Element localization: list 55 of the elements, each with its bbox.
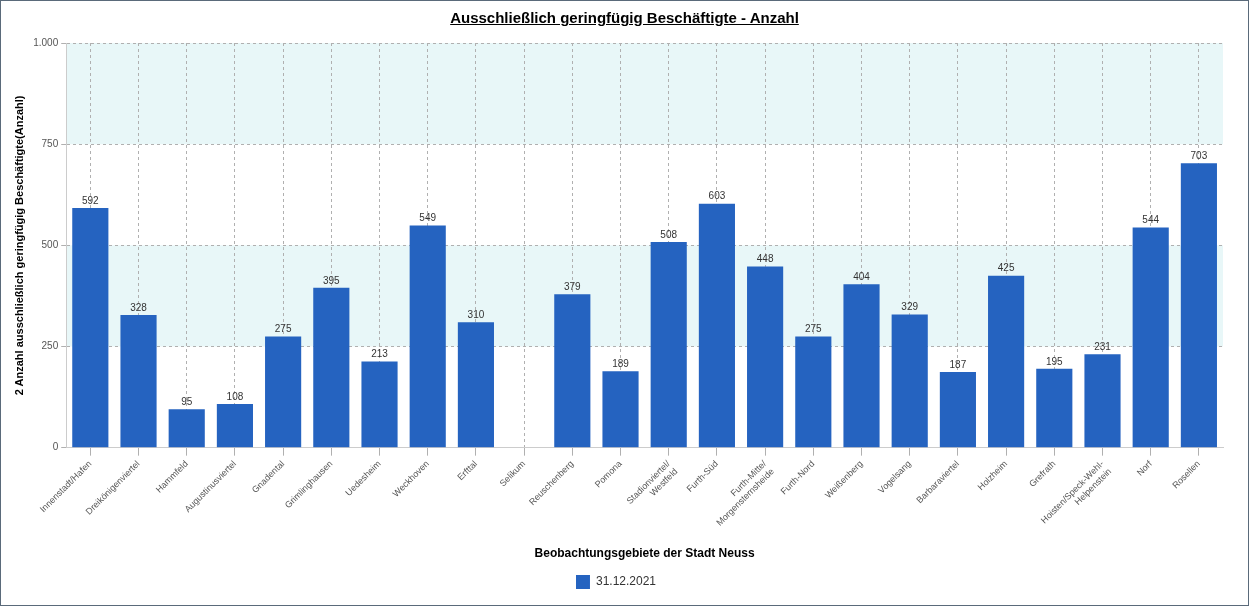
y-tick-label: 250 (41, 340, 59, 352)
bar (313, 287, 350, 448)
data-label: 275 (804, 323, 823, 335)
data-label: 592 (81, 194, 100, 206)
data-label: 508 (660, 228, 678, 240)
data-label: 310 (467, 308, 485, 320)
data-label: 329 (901, 301, 919, 313)
y-axis-title: 2 Anzahl ausschließlich geringfügig Beschäftigte(Anzahl) (12, 95, 25, 396)
bar (361, 361, 398, 448)
data-label: 404 (853, 270, 871, 282)
data-label: 95 (181, 395, 193, 407)
bar (409, 225, 446, 448)
bar (1132, 227, 1169, 448)
bar (939, 372, 976, 448)
data-label: 448 (756, 253, 774, 265)
bar (1084, 354, 1121, 448)
data-label: 395 (322, 274, 341, 286)
bar (698, 203, 735, 448)
bar (72, 208, 109, 448)
y-tick-label: 0 (52, 441, 59, 453)
bar (554, 294, 591, 448)
x-axis-title: Beobachtungsgebiete der Stadt Neuss (534, 546, 755, 561)
data-label: 379 (563, 281, 582, 293)
bar (843, 284, 880, 448)
data-label: 544 (1142, 214, 1160, 226)
bar (602, 371, 639, 448)
chart-title: Ausschließlich geringfügig Beschäftigte - Anzahl (449, 9, 800, 26)
bar (988, 275, 1025, 448)
bar (891, 314, 928, 448)
bar (650, 242, 687, 448)
legend-label: 31.12.2021 (595, 574, 657, 589)
bar (1180, 163, 1217, 448)
y-tick-label: 500 (41, 239, 59, 251)
bar (457, 322, 494, 448)
bar (216, 403, 253, 448)
bar (795, 336, 832, 448)
data-label: 187 (949, 358, 967, 370)
y-tick-label: 750 (41, 137, 59, 149)
bar (747, 266, 784, 448)
bar (1036, 368, 1073, 448)
bar (265, 336, 302, 448)
data-label: 189 (612, 357, 630, 369)
bar (168, 409, 205, 448)
bar (120, 314, 157, 448)
data-label: 703 (1190, 149, 1208, 161)
y-tick-label: 1.000 (33, 36, 59, 48)
data-label: 603 (708, 190, 726, 202)
data-label: 231 (1094, 340, 1112, 352)
data-label: 328 (130, 301, 148, 313)
data-label: 195 (1045, 355, 1064, 367)
data-label: 213 (371, 348, 389, 360)
data-label: 425 (997, 262, 1015, 274)
data-label: 275 (274, 323, 292, 335)
data-label: 549 (419, 212, 437, 224)
data-label: 108 (226, 390, 244, 402)
